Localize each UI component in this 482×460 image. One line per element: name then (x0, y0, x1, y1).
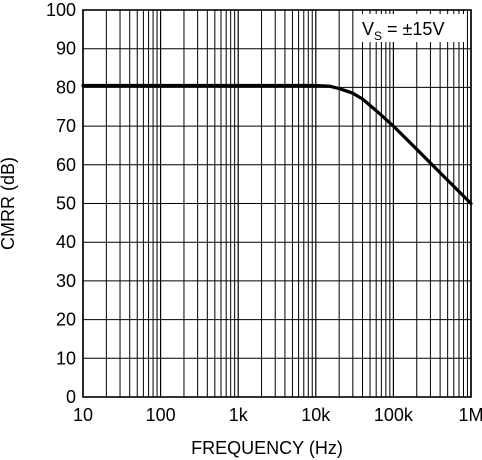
y-tick-label: 70 (56, 116, 76, 136)
annotation-rest: = ±15V (382, 19, 444, 39)
x-axis-ticks: 10 100 1k 10k 100k 1M (73, 405, 482, 425)
y-tick-label: 80 (56, 77, 76, 97)
x-tick-label: 10 (73, 405, 93, 425)
x-axis-title: FREQUENCY (Hz) (191, 438, 343, 458)
series-layer (81, 83, 473, 206)
annotation-subscript: S (374, 29, 382, 43)
y-tick-label: 30 (56, 271, 76, 291)
y-tick-label: 0 (66, 387, 76, 407)
y-tick-label: 100 (46, 0, 76, 20)
x-tick-label: 100k (374, 405, 414, 425)
y-tick-label: 90 (56, 39, 76, 59)
x-tick-label: 1k (229, 405, 249, 425)
y-tick-label: 60 (56, 155, 76, 175)
cmrr-curve (81, 83, 473, 206)
annotation-label: VS = ±15V (362, 19, 444, 43)
annotation-background (356, 14, 464, 42)
y-tick-label: 10 (56, 348, 76, 368)
y-axis-title: CMRR (dB) (0, 157, 18, 250)
y-tick-label: 20 (56, 310, 76, 330)
y-axis-ticks: 0 10 20 30 40 50 60 70 80 90 100 (46, 0, 76, 407)
annotation-box: VS = ±15V (356, 14, 464, 43)
x-tick-label: 1M (458, 405, 482, 425)
x-tick-label: 100 (146, 405, 176, 425)
annotation-main: V (362, 19, 374, 39)
y-tick-label: 40 (56, 232, 76, 252)
x-tick-label: 10k (301, 405, 331, 425)
grid-layer (82, 9, 472, 398)
y-tick-label: 50 (56, 194, 76, 214)
